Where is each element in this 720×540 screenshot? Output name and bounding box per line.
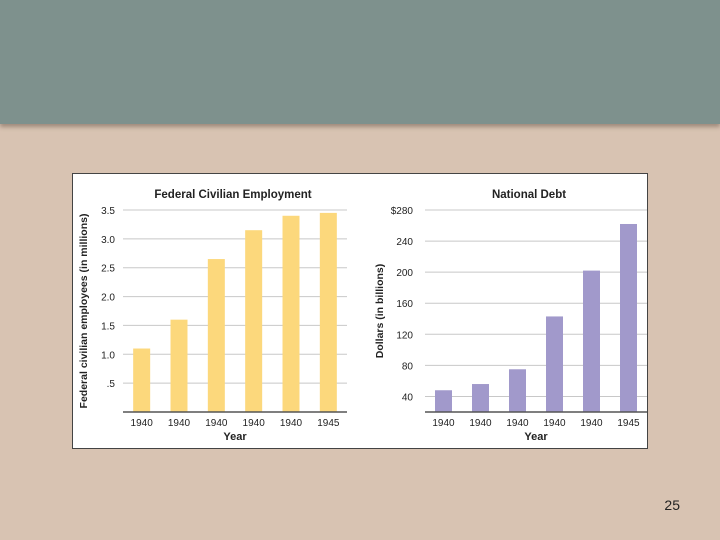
employment-bar (319, 212, 337, 412)
debt-xtick-label: 1940 (580, 418, 603, 429)
employment-bar (170, 319, 188, 412)
employment-xtick-label: 1940 (280, 418, 303, 429)
employment-ytick-label: 1.0 (101, 350, 115, 361)
debt-xtick-label: 1940 (469, 418, 492, 429)
employment-xtick-label: 1945 (317, 418, 340, 429)
employment-bar (245, 230, 263, 412)
debt-ytick-label: $280 (391, 206, 414, 217)
debt-y-axis-label: Dollars (in billions) (374, 264, 386, 359)
employment-xtick-label: 1940 (168, 418, 191, 429)
debt-x-axis-label: Year (524, 431, 548, 443)
debt-xtick-label: 1945 (617, 418, 640, 429)
employment-xtick-label: 1940 (205, 418, 228, 429)
employment-y-axis-label: Federal civilian employees (in millions) (78, 214, 90, 409)
employment-ytick-label: 2.5 (101, 264, 115, 275)
debt-bar (435, 390, 452, 412)
employment-ytick-label: 3.5 (101, 206, 115, 217)
debt-xtick-label: 1940 (543, 418, 566, 429)
debt-ytick-label: 200 (396, 268, 413, 279)
employment-ytick-label: 1.5 (101, 321, 115, 332)
debt-bar (472, 384, 489, 412)
debt-bar (620, 223, 637, 412)
employment-ytick-label: 2.0 (101, 293, 115, 304)
debt-ytick-label: 80 (402, 361, 414, 372)
title-band (0, 0, 720, 124)
employment-ytick-label: 3.0 (101, 235, 115, 246)
figure-panel: Federal Civilian Employment .5 1.0 1.5 2.0 2.… (72, 173, 648, 449)
debt-chart-title: National Debt (492, 189, 566, 201)
debt-ytick-label: 240 (396, 237, 413, 248)
charts-svg: Federal Civilian Employment .5 1.0 1.5 2.0 2.… (78, 189, 647, 443)
employment-x-axis-label: Year (223, 431, 247, 443)
debt-ytick-label: 120 (396, 330, 413, 341)
debt-ytick-label: 40 (402, 392, 414, 403)
employment-xtick-label: 1940 (243, 418, 266, 429)
employment-bar (207, 259, 225, 412)
debt-xtick-label: 1940 (432, 418, 455, 429)
page-number: 25 (664, 497, 680, 513)
employment-xtick-label: 1940 (131, 418, 154, 429)
debt-bar (546, 316, 563, 412)
debt-ytick-label: 160 (396, 299, 413, 310)
debt-bar (583, 270, 600, 412)
debt-xtick-label: 1940 (506, 418, 529, 429)
employment-bar (282, 215, 300, 412)
employment-ytick-label: .5 (107, 379, 116, 390)
employment-chart-title: Federal Civilian Employment (154, 189, 311, 201)
debt-bar (509, 369, 526, 412)
employment-bar (133, 348, 151, 412)
